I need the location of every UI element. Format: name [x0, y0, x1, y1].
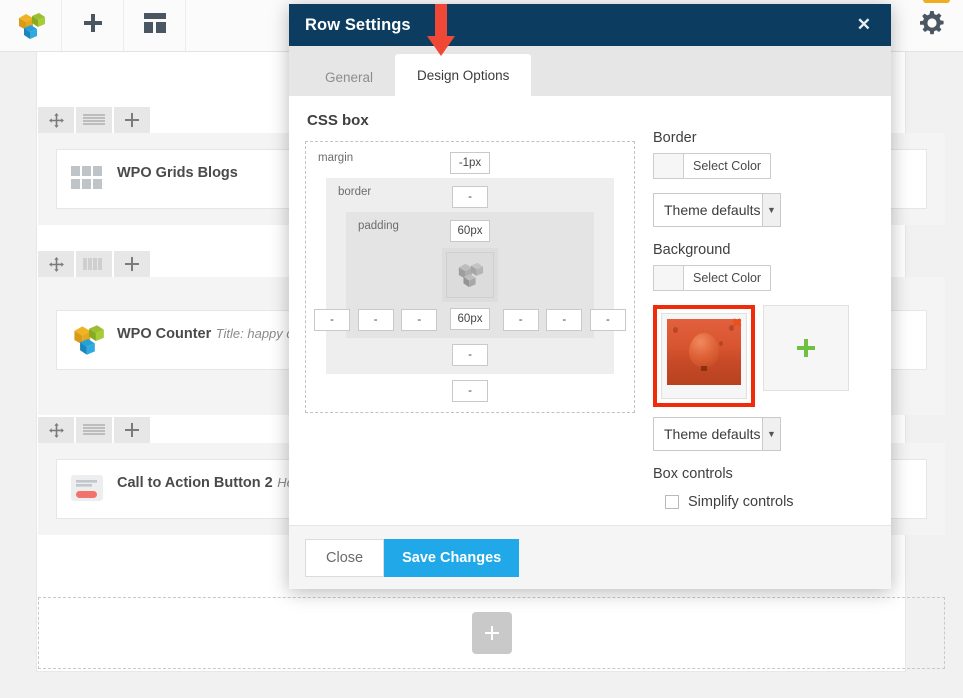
add-row-button[interactable]: [471, 612, 512, 654]
modal-header: Row Settings ✕: [289, 4, 891, 46]
modal-body: CSS box margin border padding: [289, 96, 891, 536]
wpbakery-cube-logo-icon: [16, 11, 46, 41]
element-text: WPO Grids Blogs: [117, 162, 238, 182]
simplify-controls-row[interactable]: Simplify controls: [653, 494, 875, 510]
design-options-panel: Border Select Color Theme defaults ▼ Bac…: [653, 110, 875, 536]
row-move-handle[interactable]: [38, 417, 74, 443]
toolbar-logo-button[interactable]: [0, 0, 62, 51]
row-move-handle[interactable]: [38, 107, 74, 133]
border-bottom-input[interactable]: [452, 344, 488, 366]
margin-left-input[interactable]: [314, 309, 350, 331]
hot-air-balloon-thumbnail[interactable]: [667, 319, 741, 385]
margin-right-input[interactable]: [589, 309, 626, 331]
tab-general[interactable]: General: [325, 69, 374, 85]
wpbakery-cube-logo-grey-icon: [446, 252, 494, 298]
save-changes-button[interactable]: Save Changes: [384, 538, 520, 577]
border-level: border padding: [326, 178, 614, 374]
border-label: border: [338, 186, 372, 198]
row-move-handle[interactable]: [38, 251, 74, 277]
row-controls: [38, 417, 945, 443]
toolbar-layout-button[interactable]: [124, 0, 186, 51]
border-right-input[interactable]: [546, 309, 583, 331]
css-box-panel: CSS box margin border padding: [305, 110, 635, 536]
horizontal-inputs-row: [314, 309, 626, 331]
toolbar-add-element-button[interactable]: [62, 0, 124, 51]
border-top-input[interactable]: [452, 186, 488, 208]
padding-label: padding: [358, 220, 399, 232]
modal-title: Row Settings: [305, 15, 411, 34]
border-select-color-label: Select Color: [693, 159, 762, 173]
gear-icon: [918, 9, 946, 42]
padding-bottom-input[interactable]: [450, 308, 490, 330]
padding-right-input[interactable]: [502, 309, 539, 331]
css-box-widget: margin border padding: [305, 141, 635, 413]
background-style-select[interactable]: Theme defaults ▼: [653, 417, 781, 451]
margin-label: margin: [318, 152, 354, 164]
element-title: Call to Action Button 2: [117, 475, 273, 491]
border-color-picker[interactable]: Select Color: [653, 153, 772, 179]
background-select-color-label: Select Color: [693, 271, 762, 285]
balloon-shape: [689, 333, 719, 371]
plus-icon: [82, 12, 104, 39]
chevron-down-icon[interactable]: ▼: [762, 418, 780, 450]
background-color-swatch[interactable]: [654, 266, 684, 290]
row-controls: [38, 251, 945, 277]
background-style-value: Theme defaults: [664, 426, 761, 442]
row-controls: [38, 107, 945, 133]
content-box: [442, 248, 498, 302]
css-badge: CSS: [923, 0, 951, 3]
add-row-placeholder[interactable]: [38, 597, 945, 669]
delete-x-icon[interactable]: ✖: [731, 316, 742, 330]
element-title: WPO Counter: [117, 326, 212, 342]
padding-left-input[interactable]: [401, 309, 438, 331]
padding-top-input[interactable]: [450, 220, 490, 242]
border-color-swatch[interactable]: [654, 154, 684, 178]
simplify-controls-label: Simplify controls: [688, 494, 794, 510]
row-columns-button[interactable]: [76, 251, 112, 277]
wpbakery-cube-logo-icon: [71, 323, 105, 357]
margin-top-input[interactable]: [450, 152, 490, 174]
background-color-picker[interactable]: Select Color: [653, 265, 772, 291]
row-add-button[interactable]: [114, 417, 150, 443]
row-columns-button[interactable]: [76, 417, 112, 443]
red-down-arrow-icon: [424, 4, 458, 60]
border-style-value: Theme defaults: [664, 202, 761, 218]
simplify-controls-checkbox[interactable]: [665, 495, 679, 509]
css-box-title: CSS box: [307, 112, 369, 129]
add-background-image-button[interactable]: [763, 305, 849, 391]
background-image-area: ✖: [653, 305, 875, 407]
modal-tabs: General Design Options: [289, 46, 891, 96]
close-button[interactable]: Close: [305, 538, 385, 577]
row-add-button[interactable]: [114, 251, 150, 277]
row-add-button[interactable]: [114, 107, 150, 133]
border-section-label: Border: [653, 130, 697, 146]
cta-button-icon: [71, 472, 105, 506]
element-title: WPO Grids Blogs: [117, 165, 238, 181]
grid-blocks-icon: [71, 162, 105, 196]
chevron-down-icon[interactable]: ▼: [762, 194, 780, 226]
row-settings-modal: Row Settings ✕ General Design Options CS…: [289, 4, 891, 589]
box-controls-label: Box controls: [653, 466, 733, 482]
border-style-select[interactable]: Theme defaults ▼: [653, 193, 781, 227]
modal-footer: Close Save Changes: [289, 525, 891, 589]
background-image-highlight: ✖: [653, 305, 755, 407]
background-section-label: Background: [653, 242, 731, 258]
layout-grid-icon: [143, 12, 167, 39]
toolbar-custom-css-button[interactable]: CSS: [901, 0, 963, 51]
close-icon[interactable]: ✕: [856, 15, 871, 34]
background-image-item[interactable]: ✖: [661, 313, 747, 399]
row-columns-button[interactable]: [76, 107, 112, 133]
margin-bottom-input[interactable]: [452, 380, 488, 402]
border-left-input[interactable]: [357, 309, 394, 331]
tab-design-options[interactable]: Design Options: [395, 54, 532, 96]
